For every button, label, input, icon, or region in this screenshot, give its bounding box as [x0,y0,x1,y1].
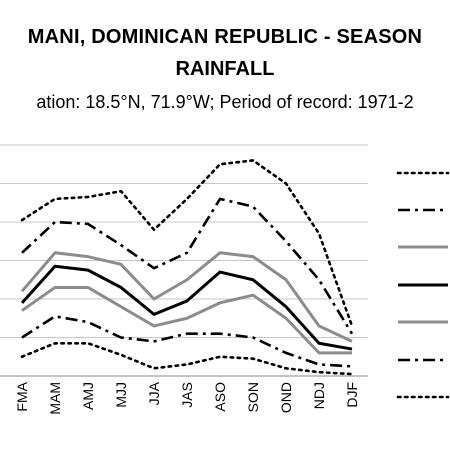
grid-lines [0,144,368,377]
x-tick-label: FMA [14,381,30,411]
series-line-5 [21,285,352,355]
series-line-7 [20,341,354,376]
chart-title-line-1: MANI, DOMINICAN REPUBLIC - SEASON [27,26,423,48]
chart-subtitle: ation: 18.5°N, 71.9°W; Period of record:… [36,92,414,112]
x-tick-labels: FMA MAM AMJ MJJ JJA JAS ASO SON OND NDJ DJF [14,381,360,414]
series-line-1 [20,159,354,328]
chart-title-line-2: RAINFALL [175,58,275,80]
x-tick-label: NDJ [311,382,327,409]
x-tick-label: JAS [179,382,195,408]
x-tick-label: AMJ [80,382,96,410]
series-lines [20,159,354,376]
x-tick-label: ASO [212,382,228,412]
series-line-4 [20,264,353,351]
x-tick-label: OND [278,382,294,413]
x-tick-label: MAM [47,382,63,415]
series-line-6 [21,315,353,368]
x-tick-label: SON [245,382,261,412]
x-tick-label: JJA [146,381,162,405]
series-line-3 [20,251,353,343]
x-tick-label: DJF [344,382,360,408]
x-tick-label: MJJ [113,382,129,408]
series-line-2 [21,197,354,335]
legend [396,171,450,399]
